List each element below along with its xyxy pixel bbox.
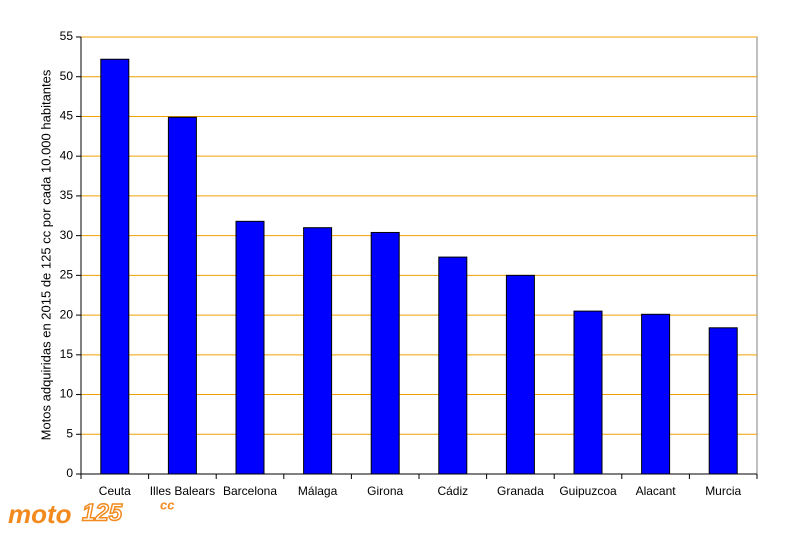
- x-tick-label: Alacant: [636, 484, 677, 498]
- x-tick-label: Málaga: [298, 484, 338, 498]
- bar: [303, 227, 333, 475]
- logo-number: 125: [82, 499, 123, 526]
- y-tick-label: 15: [60, 347, 74, 361]
- logo-suffix: cc: [160, 497, 175, 512]
- bar: [505, 274, 535, 475]
- x-tick-label: Barcelona: [223, 484, 277, 498]
- y-tick-label: 30: [60, 228, 74, 242]
- x-tick-label: Guipuzcoa: [559, 484, 617, 498]
- bar: [370, 231, 400, 475]
- logo: moto 125 cc: [8, 497, 175, 528]
- y-tick-label: 5: [66, 426, 73, 440]
- y-tick-label: 0: [66, 466, 73, 480]
- y-tick-label: 25: [60, 268, 74, 282]
- y-tick-label: 10: [60, 387, 74, 401]
- bar: [573, 310, 603, 475]
- bar: [167, 116, 197, 475]
- x-tick-label: Illes Balears: [150, 484, 215, 498]
- y-tick-label: 35: [60, 188, 74, 202]
- y-tick-label: 40: [60, 148, 74, 162]
- bar: [708, 327, 738, 475]
- bar: [641, 313, 671, 475]
- bar: [100, 58, 130, 475]
- x-tick-label: Cádiz: [437, 484, 468, 498]
- bar: [438, 256, 468, 475]
- y-tick-label: 45: [60, 109, 74, 123]
- bar: [235, 220, 265, 475]
- x-tick-label: Murcia: [705, 484, 741, 498]
- y-tick-label: 50: [60, 69, 74, 83]
- x-tick-label: Girona: [367, 484, 403, 498]
- x-tick-label: Ceuta: [99, 484, 131, 498]
- x-tick-label: Granada: [497, 484, 544, 498]
- y-axis-label: Motos adquiridas en 2015 de 125 cc por c…: [38, 69, 53, 440]
- logo-text: moto: [8, 499, 72, 529]
- y-tick-label: 20: [60, 307, 74, 321]
- y-tick-label: 55: [60, 29, 74, 43]
